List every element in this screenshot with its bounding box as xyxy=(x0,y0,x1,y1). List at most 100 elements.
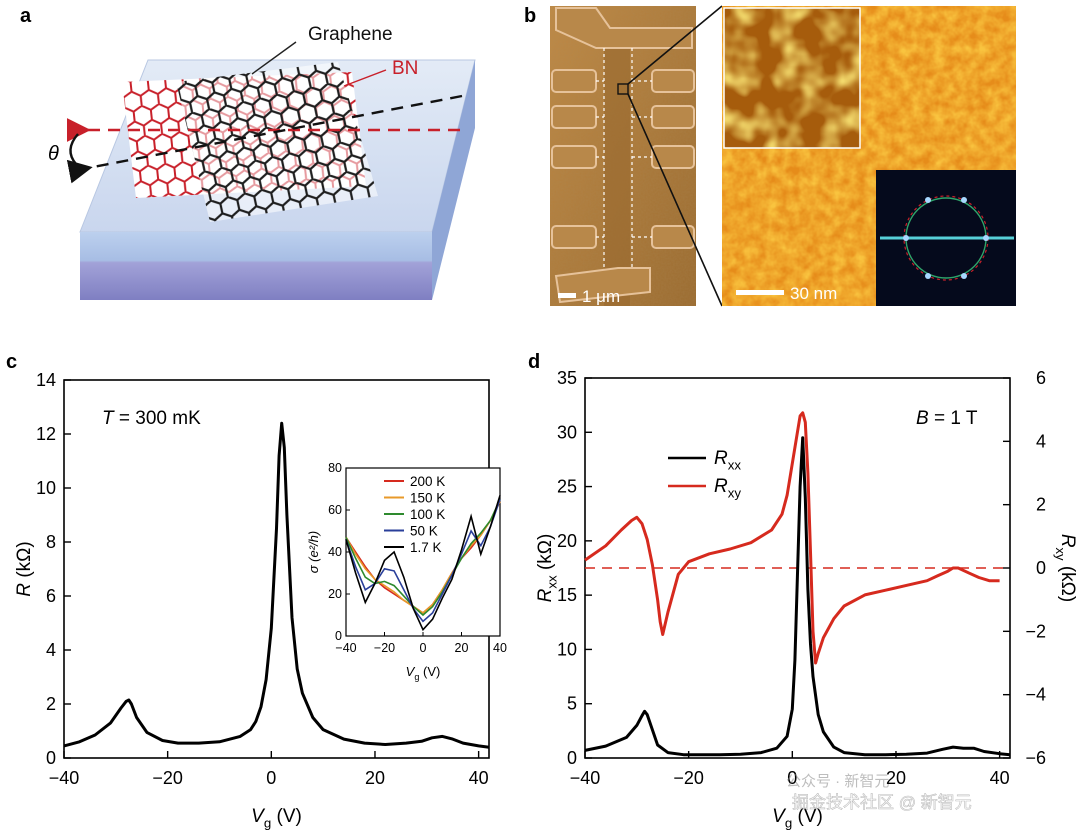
panel-label-c: c xyxy=(6,351,17,373)
graphene-axis-arrow xyxy=(66,94,463,184)
inset-xtick-label: 40 xyxy=(493,641,507,655)
panel-c-xtick-label: 0 xyxy=(266,768,276,788)
panel-d-xtick-label: −20 xyxy=(673,768,704,788)
panel-d-xtick-label: 0 xyxy=(787,768,797,788)
panel-a: a Graphene BN θ xyxy=(20,5,476,300)
inset-legend-label: 1.7 K xyxy=(410,540,442,555)
panel-d-y2tick-label: −4 xyxy=(1025,685,1046,705)
panel-d-ytick-label: 0 xyxy=(567,748,577,768)
panel-c-ytick-label: 8 xyxy=(46,532,56,552)
panel-d-series-xy xyxy=(584,411,1000,665)
panel-c-ytick-label: 0 xyxy=(46,748,56,768)
scale-label-left: 1 μm xyxy=(582,287,620,306)
panel-c: c −40 −20 0 20 40 0 2 4 6 8 10 12 14 Vg (V) R (kΩ) T = … xyxy=(6,351,507,831)
inset-xtick-label: 0 xyxy=(420,641,427,655)
panel-c-ytick-label: 4 xyxy=(46,640,56,660)
panel-c-annotation: T = 300 mK xyxy=(102,408,201,429)
inset-frame xyxy=(345,467,501,637)
panel-c-ytick-label: 14 xyxy=(36,370,56,390)
panel-d-legend-label: Rxx xyxy=(714,448,741,473)
panel-c-xlabel: Vg (V) xyxy=(251,806,302,831)
panel-d-y2tick-label: −6 xyxy=(1025,748,1046,768)
panel-d-xtick-label: 40 xyxy=(990,768,1010,788)
panel-d-y2tick-label: 0 xyxy=(1036,558,1046,578)
graphene-lattice xyxy=(176,62,378,222)
inset-series-line xyxy=(345,501,501,614)
watermark: 公众号 · 新智元 掘金技术社区 @ 新智元 xyxy=(786,772,972,812)
panel-d-ytick-label: 25 xyxy=(557,477,577,497)
angle-label: θ xyxy=(48,143,59,165)
substrate-front xyxy=(80,232,432,300)
panel-d-y2tick-label: 2 xyxy=(1036,495,1046,515)
inset-ytick-label: 0 xyxy=(335,629,342,643)
panel-d-y2tick-label: −2 xyxy=(1025,621,1046,641)
panel-d-y2tick-label: 4 xyxy=(1036,431,1046,451)
substrate-side xyxy=(432,60,475,300)
inset-ytick-label: 20 xyxy=(328,587,342,601)
inset-legend-label: 50 K xyxy=(410,524,438,539)
graphene-label: Graphene xyxy=(308,24,393,45)
inset-xtick-label: −20 xyxy=(374,641,395,655)
scale-bar-right xyxy=(736,290,784,295)
graphene-leader xyxy=(251,41,297,75)
panel-d-xtick-label: 20 xyxy=(886,768,906,788)
panel-c-ytick-label: 10 xyxy=(36,478,56,498)
afm-dashed-outline xyxy=(596,48,652,268)
afm-electrodes xyxy=(551,7,695,304)
panel-d-series-xx xyxy=(584,436,1011,757)
scale-label-right: 30 nm xyxy=(790,284,837,303)
inset-ylabel: σ (e²/h) xyxy=(306,531,321,574)
panel-d-annotation: B = 1 T xyxy=(916,408,978,429)
panel-d-y2tick-label: 6 xyxy=(1036,368,1046,388)
panel-c-xtick-label: 20 xyxy=(365,768,385,788)
inset-legend-label: 200 K xyxy=(410,474,445,489)
inset-ytick-label: 80 xyxy=(328,461,342,475)
panel-label-d: d xyxy=(528,351,540,373)
panel-d-ytick-label: 15 xyxy=(557,585,577,605)
watermark-line2: 掘金技术社区 @ 新智元 xyxy=(792,793,972,812)
inset-ytick-label: 60 xyxy=(328,503,342,517)
panel-d-ytick-label: 5 xyxy=(567,694,577,714)
inset-xtick-label: 20 xyxy=(455,641,469,655)
fft-spots xyxy=(903,197,989,279)
scale-bar-left xyxy=(558,293,576,298)
panel-label-b: b xyxy=(524,5,536,27)
panel-d-ytick-label: 35 xyxy=(557,368,577,388)
panel-d-xtick-label: −40 xyxy=(570,768,601,788)
bn-label: BN xyxy=(392,58,418,79)
panel-c-ytick-label: 6 xyxy=(46,586,56,606)
inset-legend-label: 150 K xyxy=(410,491,445,506)
panel-d-xlabel: Vg (V) xyxy=(772,806,823,831)
panel-c-xtick-label: −20 xyxy=(152,768,183,788)
watermark-line1: 公众号 · 新智元 xyxy=(786,772,889,790)
panel-d-ytick-label: 20 xyxy=(557,531,577,551)
panel-d-ylabel: Rxx (kΩ) xyxy=(535,534,560,603)
inset-series-line xyxy=(345,495,501,632)
panel-d-ytick-label: 30 xyxy=(557,422,577,442)
zoom-line-bottom xyxy=(627,93,723,307)
panel-c-xtick-label: 40 xyxy=(469,768,489,788)
inset-xtick-label: −40 xyxy=(335,641,356,655)
angle-arc xyxy=(69,133,79,165)
panel-d-y2label: Rxy (kΩ) xyxy=(1053,534,1078,602)
inset-ytick-label: 40 xyxy=(328,545,342,559)
panel-c-xtick-label: −40 xyxy=(49,768,80,788)
inset-series-line xyxy=(345,499,501,623)
bn-leader xyxy=(343,69,387,87)
stm-inset-border xyxy=(723,7,861,149)
zoom-box xyxy=(617,83,629,95)
panel-b: b 1 μm xyxy=(524,5,1016,307)
panel-c-ytick-label: 2 xyxy=(46,694,56,714)
inset-series-line xyxy=(345,499,501,617)
panel-label-a: a xyxy=(20,5,32,27)
panel-c-ytick-label: 12 xyxy=(36,424,56,444)
inset-xlabel: Vg (V) xyxy=(406,664,441,682)
panel-c-resistance-line xyxy=(63,421,490,749)
zoom-line-top xyxy=(627,5,723,85)
inset-legend-label: 100 K xyxy=(410,507,445,522)
panel-d-legend-label: Rxy xyxy=(714,476,741,501)
panel-c-ylabel: R (kΩ) xyxy=(14,541,35,596)
panel-d-ytick-label: 10 xyxy=(557,639,577,659)
afm-channel xyxy=(604,40,630,306)
panel-d: d −40 −20 0 20 4005101520253035−6−4−20246Rxx… xyxy=(528,351,1078,831)
